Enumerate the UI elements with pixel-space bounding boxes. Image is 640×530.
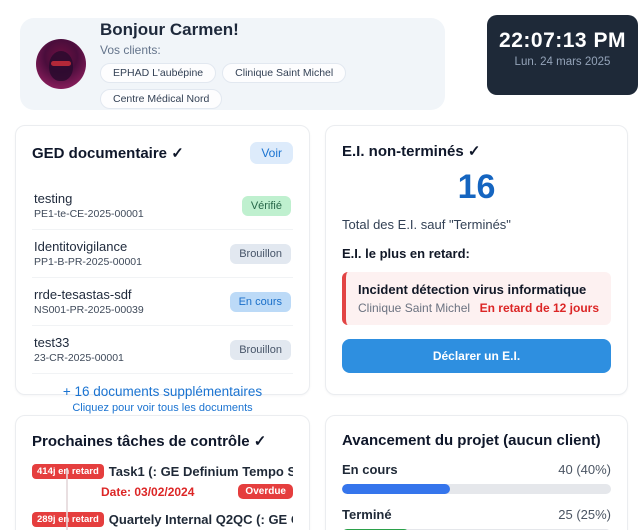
document-name: rrde-tesastas-sdf bbox=[34, 287, 132, 302]
more-documents-count: + 16 documents supplémentaires bbox=[62, 384, 263, 399]
document-code: PE1-te-CE-2025-00001 bbox=[34, 208, 144, 220]
ei-card-title: E.I. non-terminés ✓ bbox=[342, 143, 481, 160]
task-date: Date: 03/02/2024 bbox=[101, 484, 195, 499]
greeting-panel: Bonjour Carmen! Vos clients: EPHAD L'aub… bbox=[20, 18, 445, 110]
incident-client: Clinique Saint Michel bbox=[358, 301, 471, 315]
progress-row: Terminé 25 (25%) bbox=[342, 507, 611, 530]
incident-name: Incident détection virus informatique bbox=[358, 282, 587, 297]
ei-card: E.I. non-terminés ✓ 16 Total des E.I. sa… bbox=[325, 125, 628, 395]
tasks-card: Prochaines tâches de contrôle ✓ 414j en … bbox=[15, 415, 310, 530]
ged-card: GED documentaire ✓ Voir testing PE1-te-C… bbox=[15, 125, 310, 427]
progress-card: Avancement du projet (aucun client) En c… bbox=[325, 415, 628, 530]
tasks-timeline: 414j en retard Task1 (: GE Definium Temp… bbox=[32, 464, 293, 530]
document-status-badge: Brouillon bbox=[230, 243, 291, 264]
ged-view-button[interactable]: Voir bbox=[250, 142, 293, 164]
progress-value: 40 (40%) bbox=[558, 462, 611, 477]
task-late-badge: 289j en retard bbox=[32, 512, 104, 527]
progress-value: 25 (25%) bbox=[558, 507, 611, 522]
document-name: test33 bbox=[34, 335, 70, 350]
task-name: Task1 (: GE Definium Tempo Series) bbox=[108, 464, 293, 479]
document-list: testing PE1-te-CE-2025-00001 Vérifié Ide… bbox=[32, 182, 293, 374]
document-status-badge: Brouillon bbox=[230, 339, 291, 360]
document-row[interactable]: test33 23-CR-2025-00001 Brouillon bbox=[32, 326, 293, 374]
progress-label: En cours bbox=[342, 462, 398, 477]
incident-late-badge: En retard de 12 jours bbox=[479, 301, 599, 315]
task-item[interactable]: 414j en retard Task1 (: GE Definium Temp… bbox=[32, 464, 293, 499]
ged-card-header: GED documentaire ✓ Voir bbox=[32, 142, 293, 164]
document-code: 23-CR-2025-00001 bbox=[34, 352, 124, 364]
progress-fill bbox=[342, 484, 450, 494]
avatar-glasses bbox=[51, 61, 71, 66]
document-row[interactable]: testing PE1-te-CE-2025-00001 Vérifié bbox=[32, 182, 293, 230]
task-overdue-badge: Overdue bbox=[238, 484, 293, 499]
clients-label: Vos clients: bbox=[100, 42, 161, 57]
progress-card-title: Avancement du projet (aucun client) bbox=[342, 432, 601, 449]
ei-late-label: E.I. le plus en retard: bbox=[342, 246, 470, 261]
clock-time: 22:07:13 PM bbox=[499, 29, 626, 52]
progress-row: En cours 40 (40%) bbox=[342, 462, 611, 494]
task-late-badge: 414j en retard bbox=[32, 464, 104, 479]
declare-ei-button[interactable]: Déclarer un E.I. bbox=[342, 339, 611, 373]
document-status-badge: Vérifié bbox=[241, 195, 291, 216]
document-row[interactable]: Identitovigilance PP1-B-PR-2025-00001 Br… bbox=[32, 230, 293, 278]
client-chips: EPHAD L'aubépine Clinique Saint Michel C… bbox=[100, 62, 429, 109]
more-documents-hint: Cliquez pour voir tous les documents bbox=[72, 402, 253, 414]
progress-track bbox=[342, 484, 611, 494]
task-name: Quartely Internal Q2QC (: GE OEC 7900 bbox=[108, 512, 293, 527]
client-chip[interactable]: Clinique Saint Michel bbox=[222, 62, 347, 83]
avatar bbox=[36, 39, 86, 89]
clock-widget: 22:07:13 PM Lun. 24 mars 2025 bbox=[487, 15, 638, 95]
document-name: testing bbox=[34, 191, 73, 206]
avatar-face bbox=[49, 51, 73, 81]
client-chip[interactable]: Centre Médical Nord bbox=[100, 88, 223, 109]
clock-date: Lun. 24 mars 2025 bbox=[514, 56, 611, 68]
ei-count: 16 bbox=[457, 168, 496, 206]
document-row[interactable]: rrde-tesastas-sdf NS001-PR-2025-00039 En… bbox=[32, 278, 293, 326]
ged-card-title: GED documentaire ✓ bbox=[32, 145, 184, 162]
document-code: PP1-B-PR-2025-00001 bbox=[34, 256, 142, 268]
tasks-card-title: Prochaines tâches de contrôle ✓ bbox=[32, 433, 267, 450]
incident-alert[interactable]: Incident détection virus informatique Cl… bbox=[342, 272, 611, 325]
more-documents-link[interactable]: + 16 documents supplémentaires Cliquez p… bbox=[32, 374, 293, 427]
document-name: Identitovigilance bbox=[34, 239, 128, 254]
task-item[interactable]: 289j en retard Quartely Internal Q2QC (:… bbox=[32, 512, 293, 527]
greeting-title: Bonjour Carmen! bbox=[100, 19, 239, 39]
document-code: NS001-PR-2025-00039 bbox=[34, 304, 144, 316]
greeting-content: Bonjour Carmen! Vos clients: EPHAD L'aub… bbox=[100, 20, 429, 109]
progress-label: Terminé bbox=[342, 507, 392, 522]
client-chip[interactable]: EPHAD L'aubépine bbox=[100, 62, 217, 83]
document-status-badge: En cours bbox=[229, 291, 291, 312]
ei-total-label: Total des E.I. sauf "Terminés" bbox=[342, 217, 511, 232]
